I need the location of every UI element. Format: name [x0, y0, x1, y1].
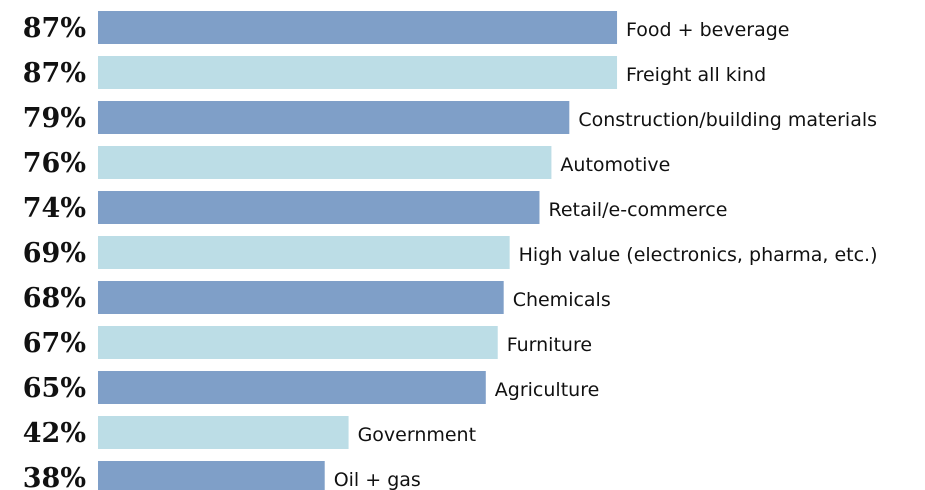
value-label: 76%	[23, 148, 86, 179]
bar	[98, 191, 540, 224]
category-label: Retail/e-commerce	[548, 199, 727, 221]
category-label: Freight all kind	[626, 64, 766, 86]
category-label: Food + beverage	[626, 19, 789, 41]
bar	[98, 236, 510, 269]
value-label: 67%	[23, 328, 86, 359]
category-label: Furniture	[507, 334, 592, 356]
category-label: Agriculture	[495, 379, 600, 401]
bar	[98, 326, 498, 359]
bar	[98, 281, 504, 314]
value-label: 65%	[23, 373, 86, 404]
category-label: Chemicals	[513, 289, 611, 311]
category-label: Construction/building materials	[578, 109, 877, 131]
value-label: 69%	[23, 238, 86, 269]
bar	[98, 461, 325, 490]
value-label: 68%	[23, 283, 86, 314]
value-label: 87%	[23, 58, 86, 89]
bar	[98, 371, 486, 404]
value-label: 79%	[23, 103, 86, 134]
bar	[98, 146, 552, 179]
bar	[98, 56, 618, 89]
value-label: 87%	[23, 13, 86, 44]
category-label: Oil + gas	[334, 469, 421, 490]
category-label: Automotive	[560, 154, 670, 176]
category-label: Government	[358, 424, 477, 446]
value-label: 42%	[23, 418, 86, 449]
bar	[98, 11, 618, 44]
value-label: 38%	[23, 463, 86, 490]
category-label: High value (electronics, pharma, etc.)	[519, 244, 878, 266]
bar	[98, 101, 570, 134]
value-label: 74%	[23, 193, 86, 224]
bar	[98, 416, 349, 449]
